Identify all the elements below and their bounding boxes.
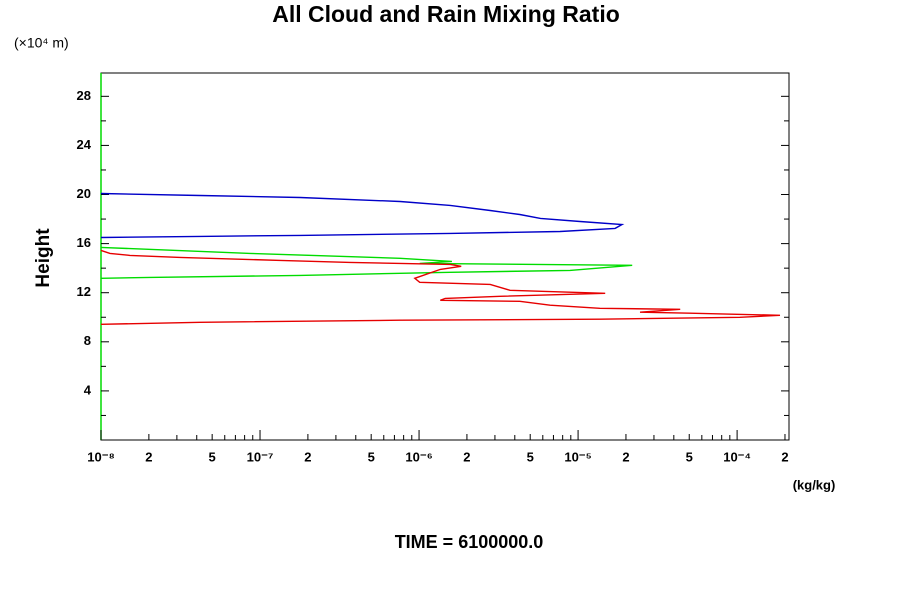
x-tick-label: 5 xyxy=(368,449,375,464)
annotation: TIME = 6100000.0 xyxy=(395,532,544,552)
x-tick-label: 10⁻⁵ xyxy=(564,449,591,464)
x-tick-label: 2 xyxy=(304,449,311,464)
y-tick-label: 4 xyxy=(84,382,92,397)
x-tick-label: 10⁻⁶ xyxy=(405,449,432,464)
data-line xyxy=(100,246,633,279)
x-tick-label: 10⁻⁴ xyxy=(723,449,751,464)
y-tick-label: 28 xyxy=(77,88,91,103)
x-tick-label: 2 xyxy=(145,449,152,464)
y-axis-label: Height xyxy=(33,228,54,288)
x-tick-label: 2 xyxy=(622,449,629,464)
y-tick-label: 8 xyxy=(84,333,91,348)
y-tick-label: 20 xyxy=(77,186,91,201)
x-tick-label: 5 xyxy=(209,449,216,464)
chart-title: All Cloud and Rain Mixing Ratio xyxy=(272,1,620,27)
x-tick-label: 2 xyxy=(463,449,470,464)
y-unit-label: (×10⁴ m) xyxy=(14,35,69,51)
x-tick-label: 5 xyxy=(686,449,693,464)
data-line xyxy=(100,192,625,239)
data-line xyxy=(100,249,781,325)
y-tick-label: 12 xyxy=(77,284,91,299)
x-tick-label: 10⁻⁷ xyxy=(247,449,274,464)
x-tick-label: 2 xyxy=(781,449,788,464)
y-tick-label: 16 xyxy=(77,235,91,250)
x-unit-label: (kg/kg) xyxy=(793,477,836,492)
x-tick-label: 5 xyxy=(527,449,534,464)
y-tick-label: 24 xyxy=(77,137,92,152)
x-tick-label: 10⁻⁸ xyxy=(87,449,114,464)
